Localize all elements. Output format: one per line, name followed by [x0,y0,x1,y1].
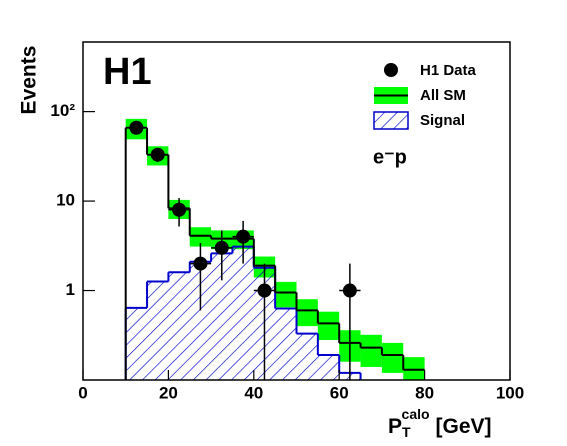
signal-bar [232,246,254,380]
sm-band [360,334,382,367]
x-tick-label: 60 [330,383,349,402]
legend-label: H1 Data [420,62,477,79]
legend: H1 Data All SM Signal [373,62,477,130]
plot-frame [82,41,511,381]
legend-label: All SM [420,87,466,104]
data-point [342,283,357,298]
data-point [129,120,144,135]
signal-bar [317,355,340,380]
sm-band [189,227,212,247]
signal-bar [189,261,212,380]
signal-bar [296,333,318,380]
y-axis-label: Events [18,46,41,115]
signal-bar [147,281,169,380]
y-tick-label: 1 [66,280,75,299]
x-tick-label: 0 [78,383,87,402]
experiment-label: H1 [103,51,152,93]
data-point [214,240,229,255]
data-point [236,229,251,244]
sm-band [275,281,297,308]
x-tick-label: 80 [415,383,434,402]
data-point [150,147,165,162]
x-axis-label: PTcalo [GeV] [388,406,492,440]
sm-band [296,299,318,327]
data-point [172,202,187,217]
x-tick-label: 100 [496,383,524,402]
x-tick-label: 20 [159,383,178,402]
legend-marker-signal [373,111,409,130]
data-point [257,283,272,298]
y-tick-label: 10 [56,191,75,210]
data-point [193,256,208,271]
x-label-sub: T [402,424,411,440]
legend-marker-data [384,63,398,77]
plot-area [124,118,425,380]
signal-bar [168,272,190,380]
signal-bar [125,307,148,380]
beam-annotation: e⁻p [373,146,407,168]
legend-label: Signal [420,112,465,129]
x-tick-label: 40 [244,383,263,402]
x-label-sup: calo [402,406,430,422]
signal-bar [275,308,297,380]
y-tick-label: 10² [50,101,75,120]
sm-band [381,342,404,373]
x-label-unit: [GeV] [436,415,492,438]
signal-bar [211,253,233,380]
x-label-base: P [388,415,402,438]
sm-band [317,311,340,340]
sm-band [403,357,425,380]
